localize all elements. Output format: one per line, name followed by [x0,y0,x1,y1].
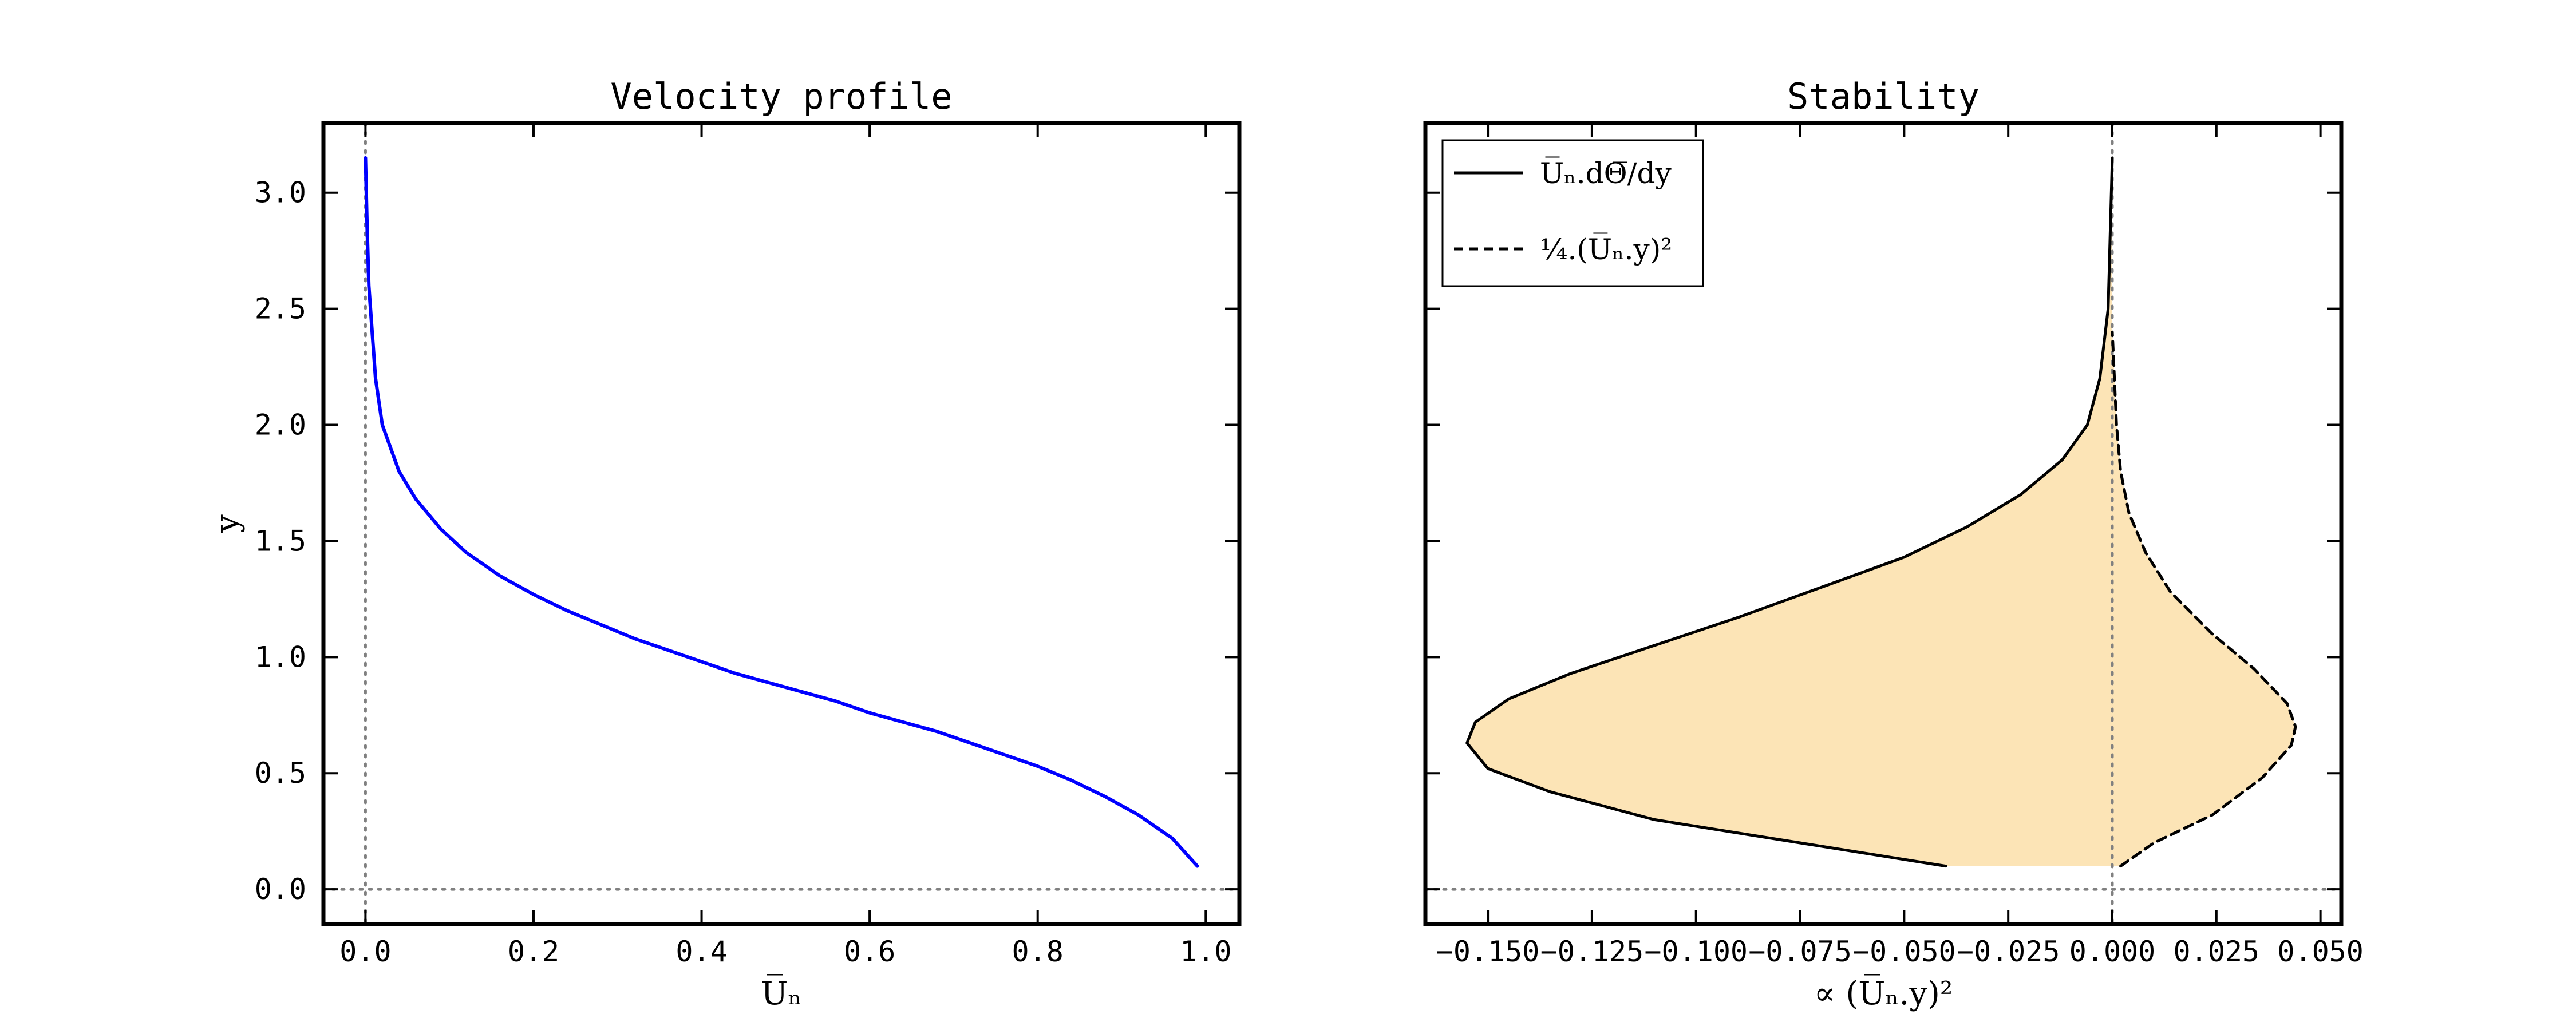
reference-lines [1424,121,2343,926]
chart-title: Velocity profile [610,76,952,117]
legend-entry: ¼.(U̅ₙ.y)² [1540,232,1672,266]
x-tick-label: 0.0 [339,935,391,968]
x-tick-label: 0.000 [2069,935,2156,968]
legend: U̅ₙ.dΘ̅/dy ¼.(U̅ₙ.y)² [1441,139,1704,287]
stability-fill-region [1467,157,2296,866]
y-tick-label: 1.0 [255,640,306,674]
x-tick-label: −0.050 [1852,935,1956,968]
x-tick-label: 0.2 [508,935,559,968]
y-tick-label: 0.5 [255,756,306,790]
series-line-2 [2111,330,2297,868]
x-axis-label: U̅ₙ [761,974,801,1012]
reference-lines [322,121,1241,926]
chart-title: Stability [1787,76,1980,117]
x-axis-label: ∝ (U̅ₙ.y)² [1814,974,1953,1012]
y-tick-label: 3.0 [255,176,306,209]
y-tick-label: 0.0 [255,873,306,906]
plot-frame [1423,121,2344,926]
legend-box [1441,139,1704,287]
x-tick-label: 0.050 [2277,935,2364,968]
y-tick-label: 2.0 [255,409,306,442]
series-line-1 [364,156,1199,868]
plot-frame [321,121,1242,926]
x-tick-label: −0.150 [1436,935,1540,968]
x-tick-label: 0.6 [844,935,895,968]
velocity-profile-panel: 0.0 0.2 0.4 0.6 0.8 1.00.00.51.01.52.02.53.0 … [208,76,1242,1012]
stability-panel: −0.150 −0.125 −0.100 −0.075 −0.050 −0.025 0.00… [1423,76,2364,1012]
y-tick-label: 2.5 [255,292,306,326]
x-tick-label: −0.125 [1540,935,1644,968]
x-tick-label: 1.0 [1180,935,1231,968]
x-tick-label: 0.4 [675,935,727,968]
legend-entry: U̅ₙ.dΘ̅/dy [1540,156,1672,190]
series-line-1 [1465,156,2114,868]
y-tick-label: 1.5 [255,524,306,557]
x-tick-label: −0.025 [1957,935,2060,968]
x-tick-label: 0.8 [1012,935,1064,968]
x-tick-label: −0.100 [1644,935,1748,968]
x-tick-label: −0.075 [1748,935,1852,968]
x-tick-label: 0.025 [2174,935,2260,968]
y-axis-label: y [208,514,246,533]
